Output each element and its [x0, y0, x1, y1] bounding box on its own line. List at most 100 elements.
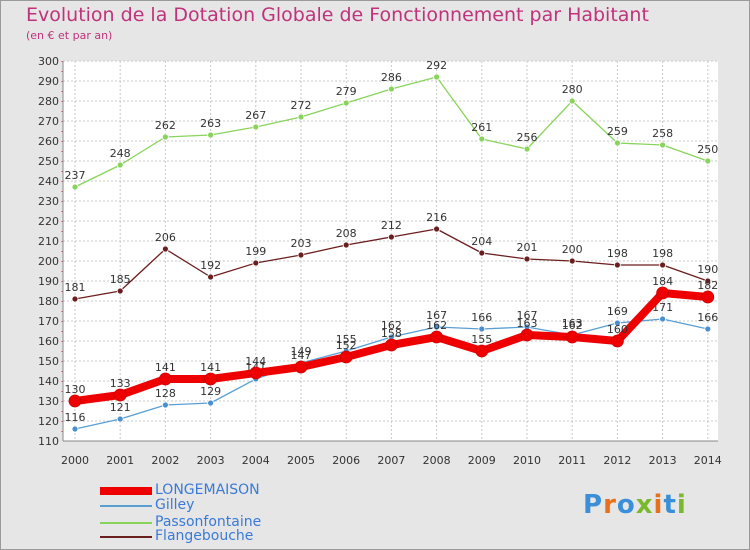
data-label: 256	[517, 131, 538, 144]
legend-label-passonfontaine: Passonfontaine	[155, 514, 262, 530]
x-tick-label: 2005	[287, 454, 315, 467]
data-label: 162	[562, 319, 583, 332]
data-point	[520, 328, 534, 342]
data-point	[297, 113, 305, 121]
data-label: 198	[652, 247, 673, 260]
x-tick-label: 2003	[197, 454, 225, 467]
x-tick-label: 2011	[558, 454, 586, 467]
data-label: 261	[471, 121, 492, 134]
data-point	[704, 157, 712, 165]
data-point	[523, 145, 531, 153]
y-tick-label: 230	[38, 195, 59, 208]
data-label: 162	[426, 319, 447, 332]
data-point	[249, 366, 263, 380]
data-label: 263	[200, 117, 221, 130]
data-point	[433, 73, 441, 81]
data-label: 155	[336, 333, 357, 346]
data-point	[116, 161, 124, 169]
data-point	[568, 97, 576, 105]
data-label: 130	[65, 383, 86, 396]
data-point	[704, 325, 712, 333]
data-label: 250	[697, 143, 718, 156]
data-point	[614, 139, 621, 147]
data-label: 155	[471, 333, 492, 346]
data-point	[252, 123, 260, 131]
data-point	[387, 233, 395, 241]
data-point	[387, 85, 395, 93]
data-label: 204	[471, 235, 492, 248]
x-tick-label: 2008	[423, 454, 451, 467]
x-tick-label: 2006	[332, 454, 360, 467]
data-point	[68, 394, 82, 408]
data-label: 182	[697, 279, 718, 292]
data-label: 216	[426, 211, 447, 224]
legend-label-longemaison: LONGEMAISON	[155, 482, 260, 498]
data-point	[659, 315, 666, 323]
data-label: 200	[562, 243, 583, 256]
data-label: 152	[336, 339, 357, 352]
data-label: 190	[697, 263, 718, 276]
x-tick-label: 2014	[694, 454, 722, 467]
data-label: 184	[652, 275, 673, 288]
data-point	[614, 261, 621, 269]
data-label: 199	[245, 245, 266, 258]
data-label: 129	[200, 385, 221, 398]
data-point	[297, 251, 305, 259]
data-point	[207, 131, 215, 139]
y-tick-label: 200	[38, 255, 59, 268]
data-point	[252, 259, 260, 267]
chart-subtitle: (en € et par an)	[26, 29, 113, 42]
logo-letter: i	[653, 490, 664, 520]
chart-title: Evolution de la Dotation Globale de Fonc…	[26, 4, 649, 26]
y-tick-label: 180	[38, 295, 59, 308]
data-point	[113, 388, 127, 402]
data-label: 212	[381, 219, 402, 232]
data-label: 147	[291, 349, 312, 362]
data-label: 248	[110, 147, 131, 160]
data-label: 160	[607, 323, 628, 336]
data-label: 141	[200, 361, 221, 374]
data-point	[475, 344, 489, 358]
data-label: 206	[155, 231, 176, 244]
data-point	[704, 277, 712, 285]
data-label: 286	[381, 71, 402, 84]
data-label: 292	[426, 59, 447, 72]
data-point	[161, 245, 169, 253]
data-point	[384, 338, 398, 352]
data-label: 169	[607, 305, 628, 318]
data-point	[701, 290, 715, 304]
legend-swatch-flangebouche	[100, 536, 152, 538]
data-label: 141	[155, 361, 176, 374]
data-label: 208	[336, 227, 357, 240]
data-label: 167	[426, 309, 447, 322]
data-point	[614, 319, 621, 327]
data-label: 149	[291, 345, 312, 358]
legend-swatch-gilley	[100, 505, 152, 507]
data-point	[71, 425, 79, 433]
data-label: 259	[607, 125, 628, 138]
data-label: 128	[155, 387, 176, 400]
data-label: 158	[381, 327, 402, 340]
data-point	[433, 225, 441, 233]
data-point	[116, 415, 124, 423]
data-label: 279	[336, 85, 357, 98]
data-point	[565, 330, 579, 344]
data-point	[478, 325, 486, 333]
legend-swatch-passonfontaine	[100, 522, 152, 524]
y-tick-label: 300	[38, 55, 59, 68]
data-label: 163	[517, 317, 538, 330]
y-tick-label: 260	[38, 135, 59, 148]
data-point	[158, 372, 172, 386]
logo-letter: i	[676, 490, 687, 520]
data-point	[659, 261, 666, 269]
data-point	[659, 141, 666, 149]
data-label: 258	[652, 127, 673, 140]
data-point	[71, 183, 79, 191]
data-label: 267	[245, 109, 266, 122]
data-label: 198	[607, 247, 628, 260]
data-point	[342, 99, 350, 107]
data-label: 181	[65, 281, 86, 294]
data-point	[478, 135, 486, 143]
data-label: 167	[517, 309, 538, 322]
